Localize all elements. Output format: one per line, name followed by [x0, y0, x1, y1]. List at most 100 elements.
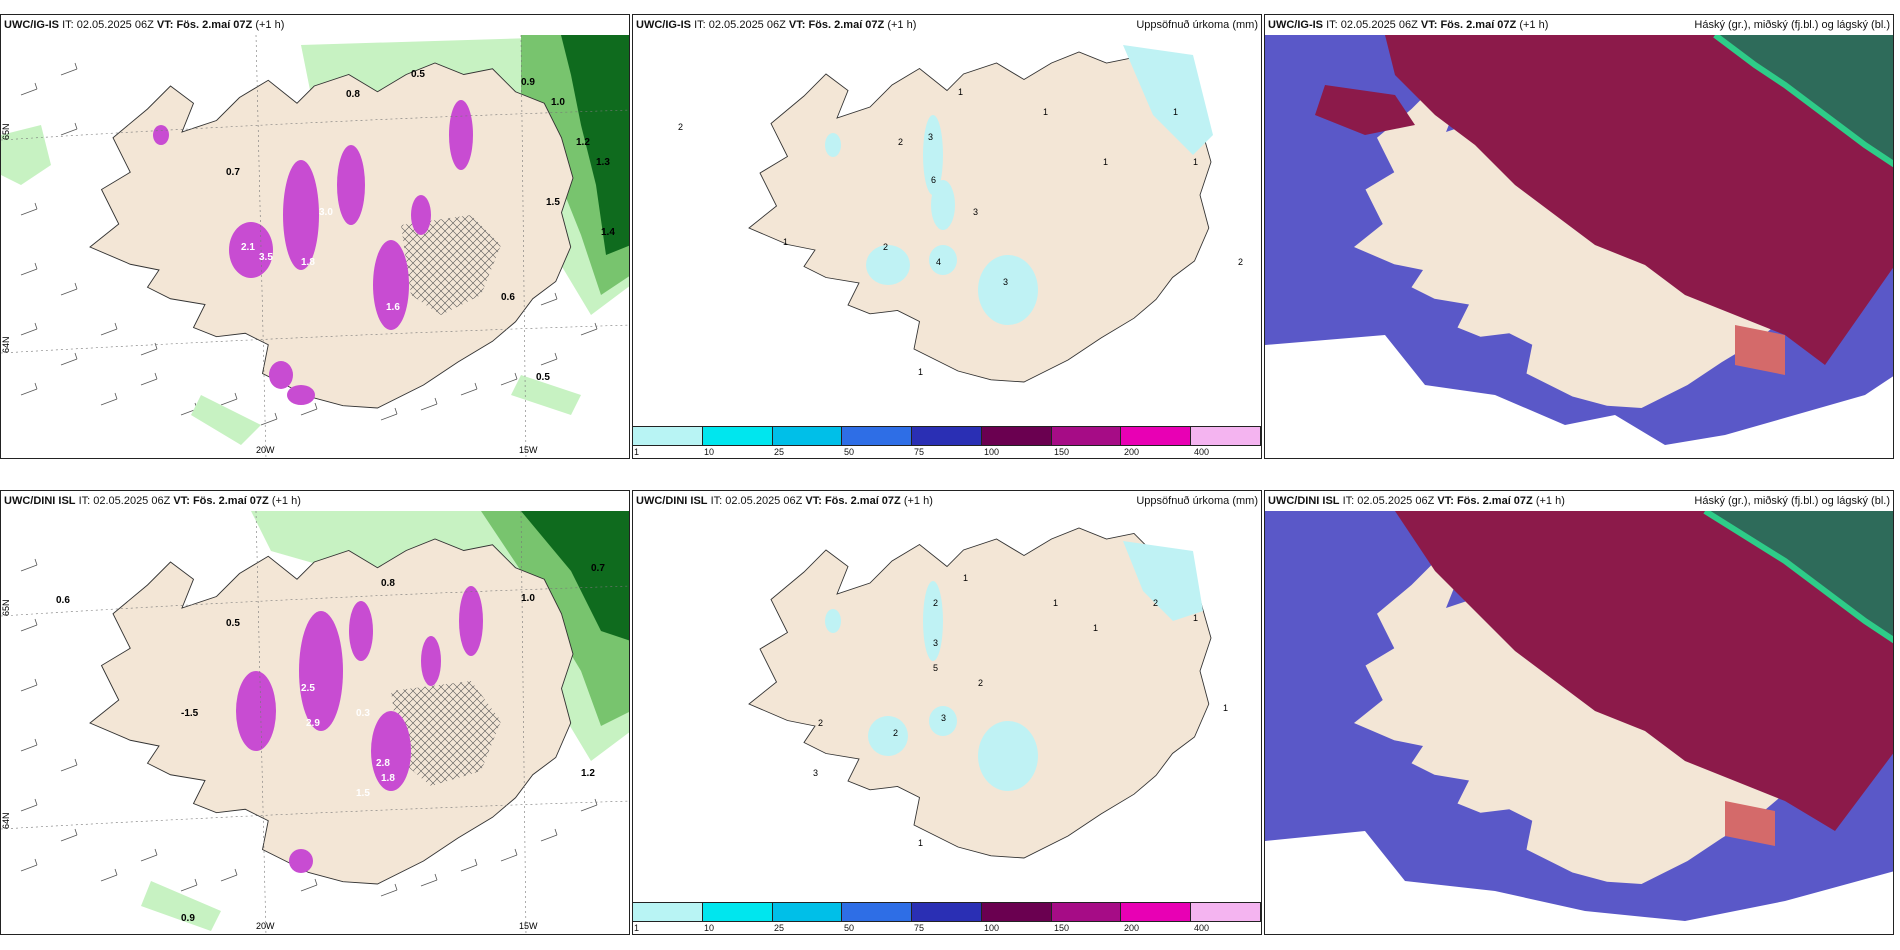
lat-65n-label: 65N: [1, 123, 11, 140]
it-label: IT:: [1342, 495, 1355, 507]
svg-text:1: 1: [958, 87, 963, 97]
svg-text:2: 2: [898, 137, 903, 147]
legend-tick: 1: [634, 923, 640, 933]
legend-bar: [633, 426, 1261, 446]
panel-header: UWC/IG-IS IT: 02.05.2025 06Z VT: Fös. 2.…: [1, 15, 629, 35]
svg-text:3: 3: [1003, 277, 1008, 287]
precip-values: 0.5 0.8 0.9 1.0 1.2 1.3 1.4 1.5 0.7 0.6 …: [226, 69, 615, 383]
legend-swatch: [1121, 903, 1192, 921]
svg-text:1: 1: [1043, 107, 1048, 117]
map-title: Uppsöfnuð úrkoma (mm): [1136, 19, 1258, 31]
svg-text:1.5: 1.5: [546, 197, 560, 208]
svg-text:2.1: 2.1: [241, 242, 255, 253]
svg-text:0.5: 0.5: [536, 372, 550, 383]
legend-tick: 150: [1054, 923, 1070, 933]
svg-text:3: 3: [941, 713, 946, 723]
accum-precip-map: 1 2 3 4 6 1 2 3 1 2 1 1 1 2 3 1: [633, 35, 1261, 458]
precip-wind-map: 0.5 0.8 0.9 1.0 1.2 1.3 1.4 1.5 0.7 0.6 …: [1, 35, 629, 458]
valid-time: Fös. 2.maí 07Z: [1440, 19, 1517, 31]
legend-swatch: [1051, 427, 1122, 445]
legend-swatch: [912, 903, 982, 921]
svg-text:2: 2: [933, 598, 938, 608]
svg-text:1: 1: [918, 367, 923, 377]
lon-15w-label: 15W: [519, 445, 538, 455]
svg-text:2: 2: [818, 718, 823, 728]
accum-areas: [825, 45, 1213, 325]
svg-text:1.4: 1.4: [601, 227, 615, 238]
accum-precip-map: 1 2 3 5 2 3 2 1 1 3 2 1 1 1 2: [633, 511, 1261, 934]
svg-text:0.3: 0.3: [356, 708, 370, 719]
legend-swatch: [912, 427, 982, 445]
panel-bottom-left: UWC/DINI ISL IT: 02.05.2025 06Z VT: Fös.…: [0, 490, 630, 935]
svg-text:1.8: 1.8: [381, 773, 395, 784]
legend-tick: 400: [1194, 923, 1210, 933]
legend-tick: 75: [914, 447, 925, 457]
snow-areas: [236, 586, 483, 873]
svg-text:1: 1: [1173, 107, 1178, 117]
svg-text:3: 3: [928, 132, 933, 142]
legend-swatch: [1191, 903, 1261, 921]
valid-time: Fös. 2.maí 07Z: [808, 19, 885, 31]
legend-tick: 50: [844, 447, 855, 457]
svg-text:1.2: 1.2: [576, 137, 590, 148]
it-label: IT:: [62, 19, 74, 31]
svg-text:1.5: 1.5: [356, 788, 370, 799]
init-time: 02.05.2025 06Z: [1357, 495, 1435, 507]
vt-label: VT:: [805, 495, 822, 507]
legend-swatch: [1121, 427, 1192, 445]
precip-values: 0.6 0.8 1.0 0.7 0.5 -1.5 1.2 2.9 2.8 1.8…: [56, 563, 605, 924]
lat-64n-label: 64N: [1, 336, 11, 353]
svg-text:1: 1: [1223, 703, 1228, 713]
svg-text:0.5: 0.5: [411, 69, 425, 80]
svg-text:1: 1: [1053, 598, 1058, 608]
lon-20w-label: 20W: [256, 921, 275, 931]
svg-text:5: 5: [933, 663, 938, 673]
svg-text:2: 2: [678, 122, 683, 132]
legend-swatch: [633, 427, 703, 445]
legend-tick: 10: [704, 923, 715, 933]
legend-tick: 100: [984, 447, 1000, 457]
cloud-cover-map: [1265, 35, 1893, 458]
panel-bottom-middle: UWC/DINI ISL IT: 02.05.2025 06Z VT: Fös.…: [632, 490, 1262, 935]
svg-text:2: 2: [1153, 598, 1158, 608]
model-name: UWC/IG-IS: [1268, 19, 1323, 31]
legend-swatch: [702, 427, 773, 445]
legend-swatch: [772, 427, 843, 445]
lead-time: (+1 h): [903, 495, 933, 507]
map-title: Háský (gr.), miðský (fj.bl.) og lágský (…: [1694, 495, 1890, 507]
lat-65n-label: 65N: [1, 599, 11, 616]
svg-text:-1.5: -1.5: [181, 708, 199, 719]
legend-swatch: [981, 427, 1052, 445]
init-time: 02.05.2025 06Z: [93, 495, 171, 507]
map-title: Háský (gr.), miðský (fj.bl.) og lágský (…: [1694, 19, 1890, 31]
panel-top-middle: UWC/IG-IS IT: 02.05.2025 06Z VT: Fös. 2.…: [632, 14, 1262, 459]
panel-top-right: UWC/IG-IS IT: 02.05.2025 06Z VT: Fös. 2.…: [1264, 14, 1894, 459]
svg-text:1: 1: [1103, 157, 1108, 167]
svg-text:0.9: 0.9: [521, 77, 535, 88]
model-name: UWC/IG-IS: [636, 19, 691, 31]
init-time: 02.05.2025 06Z: [1340, 19, 1418, 31]
svg-text:2: 2: [883, 242, 888, 252]
svg-text:0.8: 0.8: [346, 89, 360, 100]
svg-text:1: 1: [1193, 613, 1198, 623]
it-label: IT:: [78, 495, 91, 507]
svg-text:1.2: 1.2: [581, 768, 595, 779]
legend-tick: 25: [774, 923, 785, 933]
vt-label: VT:: [1420, 19, 1438, 31]
svg-text:3.0: 3.0: [319, 207, 333, 218]
svg-text:2.5: 2.5: [301, 683, 315, 694]
lon-15w-label: 15W: [519, 921, 538, 931]
svg-text:1.0: 1.0: [521, 593, 535, 604]
svg-text:2: 2: [978, 678, 983, 688]
svg-text:3: 3: [933, 638, 938, 648]
svg-text:2.9: 2.9: [306, 718, 320, 729]
panel-bottom-right: UWC/DINI ISL IT: 02.05.2025 06Z VT: Fös.…: [1264, 490, 1894, 935]
accum-values: 1 2 3 4 6 1 2 3 1 2 1 1 1 2 3 1: [678, 87, 1243, 377]
cloud-cover-map: [1265, 511, 1893, 934]
svg-text:2.8: 2.8: [376, 758, 390, 769]
lead-time: (+1 h): [271, 495, 301, 507]
panel-header: UWC/DINI ISL IT: 02.05.2025 06Z VT: Fös.…: [1265, 491, 1893, 511]
vt-label: VT:: [173, 495, 190, 507]
svg-text:1: 1: [783, 237, 788, 247]
legend-tick: 100: [984, 923, 1000, 933]
